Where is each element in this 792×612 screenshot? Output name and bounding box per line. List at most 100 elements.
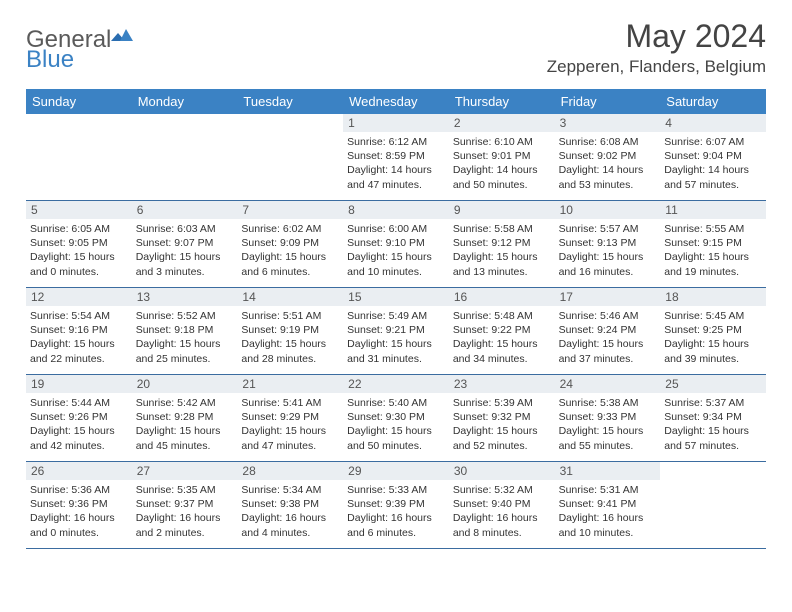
day-number: 7 [237,201,343,219]
daylight-text-1: Daylight: 16 hours [347,511,445,525]
sunset-text: Sunset: 9:10 PM [347,236,445,250]
sunset-text: Sunset: 9:39 PM [347,497,445,511]
daylight-text-2: and 8 minutes. [453,526,551,540]
title-block: May 2024 Zepperen, Flanders, Belgium [547,18,766,77]
sunrise-text: Sunrise: 5:34 AM [241,483,339,497]
daylight-text-1: Daylight: 14 hours [559,163,657,177]
daylight-text-1: Daylight: 16 hours [559,511,657,525]
daylight-text-1: Daylight: 15 hours [664,337,762,351]
daylight-text-2: and 57 minutes. [664,439,762,453]
day-content: Sunrise: 5:44 AMSunset: 9:26 PMDaylight:… [26,393,132,458]
sunset-text: Sunset: 9:25 PM [664,323,762,337]
day-number: 6 [132,201,238,219]
day-content: Sunrise: 6:10 AMSunset: 9:01 PMDaylight:… [449,132,555,197]
sunrise-text: Sunrise: 5:41 AM [241,396,339,410]
day-cell: 11Sunrise: 5:55 AMSunset: 9:15 PMDayligh… [660,201,766,287]
daylight-text-2: and 28 minutes. [241,352,339,366]
sunrise-text: Sunrise: 5:46 AM [559,309,657,323]
daylight-text-1: Daylight: 15 hours [241,250,339,264]
day-cell: 14Sunrise: 5:51 AMSunset: 9:19 PMDayligh… [237,288,343,374]
sunrise-text: Sunrise: 6:00 AM [347,222,445,236]
week-row: . . . 1Sunrise: 6:12 AMSunset: 8:59 PMDa… [26,114,766,201]
daylight-text-1: Daylight: 15 hours [241,337,339,351]
day-content: Sunrise: 5:55 AMSunset: 9:15 PMDaylight:… [660,219,766,284]
day-cell: 9Sunrise: 5:58 AMSunset: 9:12 PMDaylight… [449,201,555,287]
sunrise-text: Sunrise: 5:55 AM [664,222,762,236]
day-number: 26 [26,462,132,480]
day-number: 5 [26,201,132,219]
sunrise-text: Sunrise: 5:33 AM [347,483,445,497]
sunrise-text: Sunrise: 5:39 AM [453,396,551,410]
sunset-text: Sunset: 9:07 PM [136,236,234,250]
daylight-text-1: Daylight: 16 hours [453,511,551,525]
sunrise-text: Sunrise: 5:42 AM [136,396,234,410]
daylight-text-2: and 53 minutes. [559,178,657,192]
day-number: 3 [555,114,661,132]
daylight-text-2: and 0 minutes. [30,265,128,279]
daylight-text-1: Daylight: 15 hours [30,424,128,438]
weekday-header: Friday [555,89,661,114]
daylight-text-2: and 34 minutes. [453,352,551,366]
day-cell: 16Sunrise: 5:48 AMSunset: 9:22 PMDayligh… [449,288,555,374]
weekday-header: Thursday [449,89,555,114]
day-cell: 30Sunrise: 5:32 AMSunset: 9:40 PMDayligh… [449,462,555,548]
day-cell: 19Sunrise: 5:44 AMSunset: 9:26 PMDayligh… [26,375,132,461]
day-content: Sunrise: 5:41 AMSunset: 9:29 PMDaylight:… [237,393,343,458]
day-number: 24 [555,375,661,393]
day-cell: 31Sunrise: 5:31 AMSunset: 9:41 PMDayligh… [555,462,661,548]
day-content: Sunrise: 5:33 AMSunset: 9:39 PMDaylight:… [343,480,449,545]
sunset-text: Sunset: 9:33 PM [559,410,657,424]
daylight-text-2: and 52 minutes. [453,439,551,453]
sunset-text: Sunset: 9:41 PM [559,497,657,511]
daylight-text-2: and 3 minutes. [136,265,234,279]
sunrise-text: Sunrise: 5:58 AM [453,222,551,236]
sunrise-text: Sunrise: 5:49 AM [347,309,445,323]
daylight-text-2: and 31 minutes. [347,352,445,366]
sunset-text: Sunset: 9:32 PM [453,410,551,424]
day-number: 30 [449,462,555,480]
logo-word-blue: Blue [26,46,74,73]
day-number: 20 [132,375,238,393]
location-subtitle: Zepperen, Flanders, Belgium [547,57,766,77]
day-content: Sunrise: 5:40 AMSunset: 9:30 PMDaylight:… [343,393,449,458]
day-number: 4 [660,114,766,132]
day-content: Sunrise: 6:03 AMSunset: 9:07 PMDaylight:… [132,219,238,284]
weekday-header: Wednesday [343,89,449,114]
sunrise-text: Sunrise: 5:54 AM [30,309,128,323]
daylight-text-2: and 39 minutes. [664,352,762,366]
sunrise-text: Sunrise: 6:12 AM [347,135,445,149]
day-number: 10 [555,201,661,219]
day-content: Sunrise: 6:07 AMSunset: 9:04 PMDaylight:… [660,132,766,197]
logo-flag-icon [111,27,133,48]
sunset-text: Sunset: 9:12 PM [453,236,551,250]
daylight-text-1: Daylight: 16 hours [241,511,339,525]
logo-word-blue-wrap: Blue [26,46,74,74]
day-content: Sunrise: 5:34 AMSunset: 9:38 PMDaylight:… [237,480,343,545]
daylight-text-1: Daylight: 15 hours [136,424,234,438]
day-number: 27 [132,462,238,480]
daylight-text-2: and 0 minutes. [30,526,128,540]
day-cell: 17Sunrise: 5:46 AMSunset: 9:24 PMDayligh… [555,288,661,374]
day-number: 28 [237,462,343,480]
day-cell: 2Sunrise: 6:10 AMSunset: 9:01 PMDaylight… [449,114,555,200]
day-cell: . [237,114,343,200]
sunset-text: Sunset: 9:36 PM [30,497,128,511]
sunrise-text: Sunrise: 5:37 AM [664,396,762,410]
week-row: 26Sunrise: 5:36 AMSunset: 9:36 PMDayligh… [26,462,766,549]
day-content: Sunrise: 5:52 AMSunset: 9:18 PMDaylight:… [132,306,238,371]
page-header: General May 2024 Zepperen, Flanders, Bel… [26,18,766,77]
sunrise-text: Sunrise: 5:31 AM [559,483,657,497]
day-content: Sunrise: 5:42 AMSunset: 9:28 PMDaylight:… [132,393,238,458]
daylight-text-2: and 16 minutes. [559,265,657,279]
sunset-text: Sunset: 9:29 PM [241,410,339,424]
day-cell: 26Sunrise: 5:36 AMSunset: 9:36 PMDayligh… [26,462,132,548]
day-cell: 6Sunrise: 6:03 AMSunset: 9:07 PMDaylight… [132,201,238,287]
sunrise-text: Sunrise: 5:48 AM [453,309,551,323]
weeks-container: . . . 1Sunrise: 6:12 AMSunset: 8:59 PMDa… [26,114,766,549]
day-number: 16 [449,288,555,306]
sunset-text: Sunset: 9:16 PM [30,323,128,337]
day-number: 14 [237,288,343,306]
day-cell: 28Sunrise: 5:34 AMSunset: 9:38 PMDayligh… [237,462,343,548]
day-content: Sunrise: 5:38 AMSunset: 9:33 PMDaylight:… [555,393,661,458]
day-number: 12 [26,288,132,306]
